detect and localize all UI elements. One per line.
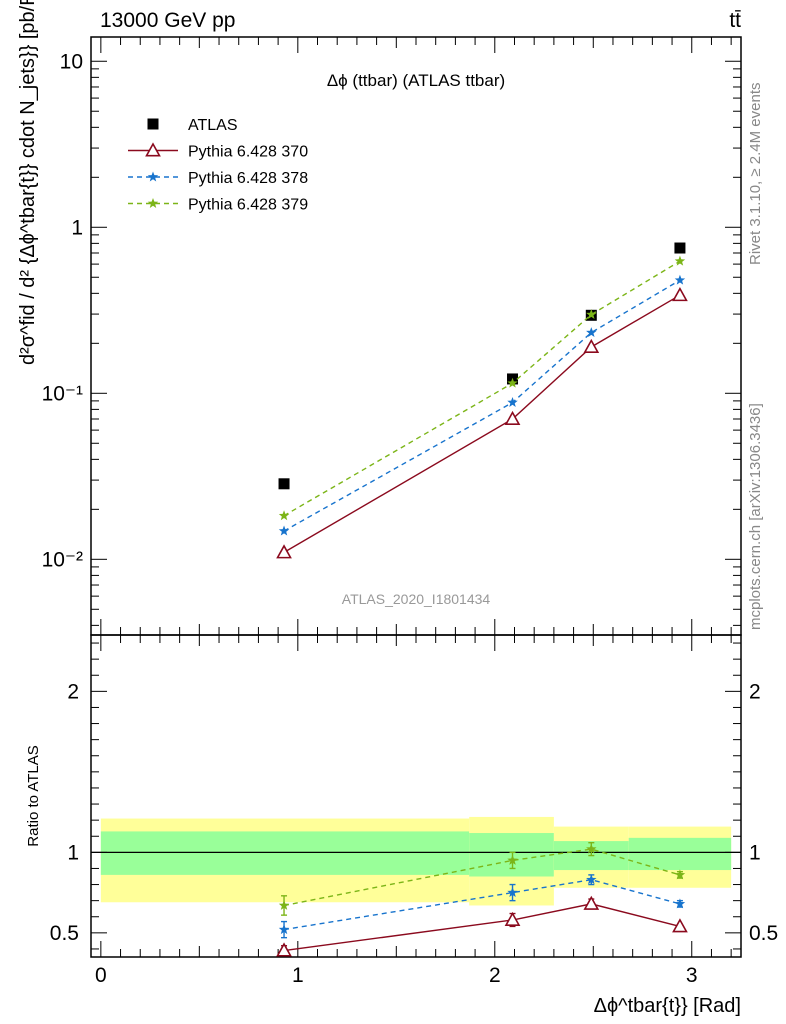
ratio-data-point bbox=[276, 942, 292, 957]
main-series-3 bbox=[278, 255, 686, 521]
ratio-series-2 bbox=[278, 841, 686, 916]
legend: ATLAS Pythia 6.428 370 Pythia 6.428 378 Pyt… bbox=[128, 117, 308, 214]
rivet-label: Rivet 3.1.10, ≥ 2.4M events bbox=[747, 83, 764, 266]
main-panel: 10⁻² 10⁻¹ 1 10 Δϕ (ttbar) (ATLAS ttbar) d²σ^f… bbox=[17, 0, 742, 636]
ratio-y-tick-label-right: 1 bbox=[749, 841, 761, 864]
ratio-band-stat bbox=[469, 833, 554, 877]
ratio-x-tick-label: 3 bbox=[686, 964, 698, 987]
legend-label: ATLAS bbox=[188, 117, 238, 134]
ratio-x-tick-label: 2 bbox=[489, 964, 501, 987]
ratio-y-tick-label-right: 2 bbox=[749, 680, 761, 703]
ratio-data-point bbox=[586, 843, 597, 854]
ratio-series-1 bbox=[278, 874, 686, 939]
main-data-point bbox=[278, 510, 290, 521]
ratio-band-stat bbox=[628, 837, 732, 871]
ratio-series-line bbox=[283, 848, 681, 907]
legend-item: Pythia 6.428 370 bbox=[128, 142, 308, 161]
main-y-tick-label: 10⁻² bbox=[42, 548, 83, 571]
main-title: Δϕ (ttbar) (ATLAS ttbar) bbox=[327, 71, 505, 90]
ratio-series-0 bbox=[276, 895, 688, 957]
main-series-0 bbox=[278, 242, 686, 490]
main-data-point bbox=[278, 478, 290, 490]
ratio-data-point bbox=[278, 899, 290, 910]
ratio-x-tick-label: 0 bbox=[95, 964, 107, 987]
ratio-x-tick-label: 1 bbox=[292, 964, 304, 987]
main-series-line bbox=[283, 294, 681, 554]
main-series-line bbox=[283, 279, 681, 532]
main-data-point bbox=[504, 410, 521, 426]
ratio-data-point bbox=[504, 911, 521, 926]
main-series-2 bbox=[278, 274, 686, 536]
ratio-data-point bbox=[507, 887, 518, 898]
legend-marker bbox=[147, 118, 159, 130]
ratio-band-stat bbox=[100, 831, 470, 875]
ratio-series-line bbox=[283, 903, 681, 952]
ratio-data-point bbox=[586, 874, 597, 885]
legend-item: Pythia 6.428 379 bbox=[128, 197, 308, 214]
main-y-tick-label: 10⁻¹ bbox=[42, 382, 83, 405]
main-y-label: d²σ^fid / d² {Δϕ^tbar{t}} cdot N_jets}} … bbox=[17, 0, 39, 365]
main-data-point bbox=[672, 287, 688, 302]
ratio-y-tick-label: 2 bbox=[67, 680, 79, 703]
ratio-series-line bbox=[283, 878, 681, 931]
legend-marker bbox=[147, 198, 159, 208]
main-y-tick-label: 1 bbox=[71, 216, 83, 239]
main-y-tick-label: 10 bbox=[60, 50, 83, 73]
legend-marker bbox=[147, 171, 159, 182]
legend-item: ATLAS bbox=[147, 117, 238, 134]
ratio-data-point bbox=[672, 918, 688, 933]
legend-label: Pythia 6.428 379 bbox=[188, 197, 308, 214]
legend-label: Pythia 6.428 370 bbox=[188, 144, 308, 161]
header-left: 13000 GeV pp bbox=[100, 9, 235, 32]
main-series-1 bbox=[276, 287, 688, 559]
main-data-point bbox=[586, 309, 597, 320]
ratio-y-tick-label: 0.5 bbox=[50, 922, 79, 945]
main-data-point bbox=[276, 544, 292, 559]
main-data-point bbox=[507, 397, 518, 407]
ratio-y-label: Ratio to ATLAS bbox=[25, 745, 42, 846]
ratio-frame bbox=[90, 634, 742, 958]
ratio-data-point bbox=[674, 898, 686, 909]
ratio-data-point bbox=[583, 895, 600, 910]
main-data-point bbox=[586, 327, 597, 338]
main-data-point bbox=[674, 242, 686, 254]
main-data-point bbox=[278, 525, 290, 536]
main-data-point bbox=[507, 377, 518, 388]
ratio-data-point bbox=[674, 869, 686, 880]
main-annotation: ATLAS_2020_I1801434 bbox=[342, 591, 491, 607]
ratio-panel: 0.5 0.5 1 1 2 2 0 1 2 3 Ratio to ATLAS Δϕ^tbar{t}} … bbox=[25, 634, 778, 1017]
ratio-data-point bbox=[507, 854, 518, 865]
main-data-point bbox=[674, 274, 686, 285]
ratio-y-tick-label-right: 0.5 bbox=[749, 922, 778, 945]
mcplots-label: mcplots.cern.ch [arXiv:1306.3436] bbox=[747, 403, 764, 630]
main-series-line bbox=[283, 260, 681, 517]
legend-label: Pythia 6.428 378 bbox=[188, 170, 308, 187]
legend-marker bbox=[145, 142, 161, 157]
ratio-data-point bbox=[278, 924, 290, 935]
main-data-point bbox=[674, 255, 686, 266]
ratio-y-tick-label: 1 bbox=[67, 841, 79, 864]
legend-item: Pythia 6.428 378 bbox=[128, 170, 308, 187]
ratio-x-label: Δϕ^tbar{t}} [Rad] bbox=[594, 995, 741, 1017]
main-data-point bbox=[583, 338, 600, 354]
header-right: tt̄ bbox=[729, 9, 741, 32]
